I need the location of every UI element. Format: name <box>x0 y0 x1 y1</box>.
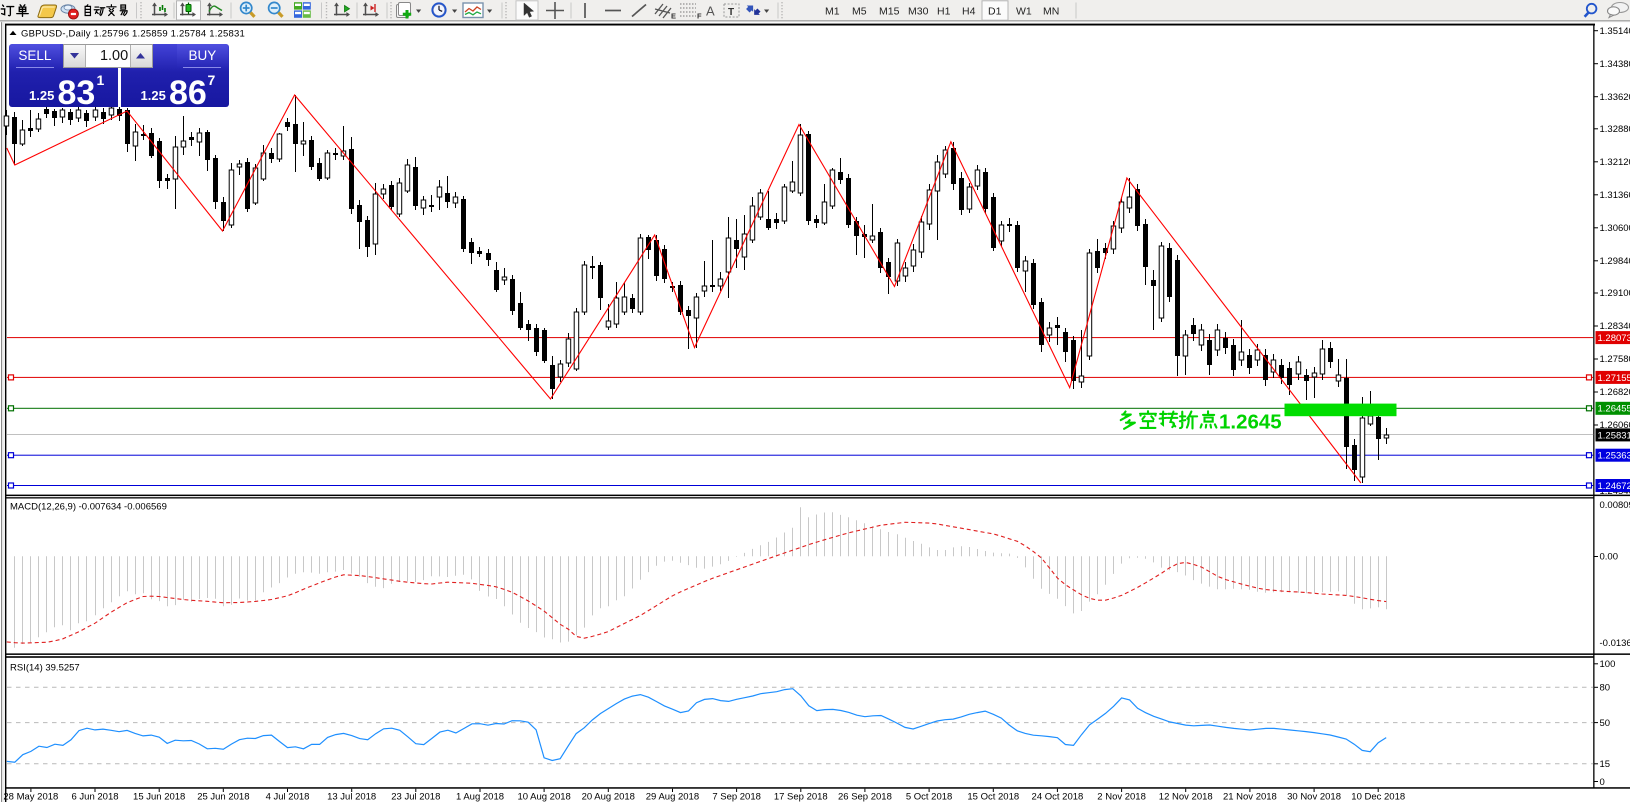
svg-text:M15: M15 <box>879 6 900 18</box>
svg-text:15: 15 <box>1600 759 1611 770</box>
svg-text:1.26455: 1.26455 <box>1598 404 1630 415</box>
svg-text:W1: W1 <box>1016 6 1032 18</box>
svg-text:15 Oct 2018: 15 Oct 2018 <box>967 792 1019 802</box>
svg-text:12 Nov 2018: 12 Nov 2018 <box>1159 792 1213 802</box>
svg-text:1.2645: 1.2645 <box>1219 410 1282 433</box>
svg-text:M5: M5 <box>852 6 867 18</box>
svg-text:100: 100 <box>1600 659 1616 670</box>
svg-text:1.31360: 1.31360 <box>1600 190 1630 201</box>
svg-text:13 Jul 2018: 13 Jul 2018 <box>327 792 376 802</box>
svg-text:MACD(12,26,9) -0.007634 -0.006: MACD(12,26,9) -0.007634 -0.006569 <box>10 502 167 513</box>
svg-text:50: 50 <box>1600 718 1611 729</box>
svg-text:1 Aug 2018: 1 Aug 2018 <box>456 792 504 802</box>
svg-text:0.00809: 0.00809 <box>1600 500 1630 511</box>
svg-text:A: A <box>706 4 715 19</box>
svg-text:F: F <box>697 12 702 21</box>
svg-text:H4: H4 <box>962 6 976 18</box>
svg-text:M30: M30 <box>908 6 929 18</box>
svg-text:6 Jun 2018: 6 Jun 2018 <box>72 792 119 802</box>
svg-text:4 Jul 2018: 4 Jul 2018 <box>266 792 310 802</box>
svg-text:1.32880: 1.32880 <box>1600 124 1630 135</box>
svg-text:5 Oct 2018: 5 Oct 2018 <box>906 792 952 802</box>
svg-text:30 Nov 2018: 30 Nov 2018 <box>1287 792 1341 802</box>
svg-text:D1: D1 <box>988 6 1002 18</box>
svg-text:26 Sep 2018: 26 Sep 2018 <box>838 792 892 802</box>
svg-text:1.29840: 1.29840 <box>1600 256 1630 267</box>
svg-text:1.25363: 1.25363 <box>1598 451 1630 462</box>
svg-text:29 Aug 2018: 29 Aug 2018 <box>646 792 699 802</box>
svg-text:1.30600: 1.30600 <box>1600 223 1630 234</box>
svg-text:10 Dec 2018: 10 Dec 2018 <box>1351 792 1405 802</box>
svg-text:1.34380: 1.34380 <box>1600 59 1630 70</box>
svg-text:24 Oct 2018: 24 Oct 2018 <box>1032 792 1084 802</box>
svg-text:10 Aug 2018: 10 Aug 2018 <box>517 792 570 802</box>
svg-text:1.32120: 1.32120 <box>1600 157 1630 168</box>
svg-text:GBPUSD-,Daily 1.25796 1.25859: GBPUSD-,Daily 1.25796 1.25859 1.25784 1.… <box>21 28 245 39</box>
svg-text:1.28073: 1.28073 <box>1598 333 1630 344</box>
svg-text:80: 80 <box>1600 683 1611 694</box>
svg-text:25 Jun 2018: 25 Jun 2018 <box>197 792 249 802</box>
svg-text:1.26060: 1.26060 <box>1600 420 1630 431</box>
svg-text:23 Jul 2018: 23 Jul 2018 <box>391 792 440 802</box>
svg-text:1.35140: 1.35140 <box>1600 26 1630 37</box>
svg-text:M1: M1 <box>825 6 840 18</box>
svg-text:1.27580: 1.27580 <box>1600 354 1630 365</box>
svg-text:E: E <box>671 12 676 21</box>
svg-text:1.26820: 1.26820 <box>1600 387 1630 398</box>
svg-text:1.33620: 1.33620 <box>1600 92 1630 103</box>
svg-text:2 Nov 2018: 2 Nov 2018 <box>1097 792 1146 802</box>
svg-text:1.27155: 1.27155 <box>1598 373 1630 384</box>
svg-text:1.28340: 1.28340 <box>1600 321 1630 332</box>
svg-text:15 Jun 2018: 15 Jun 2018 <box>133 792 185 802</box>
svg-text:1.24672: 1.24672 <box>1598 481 1630 492</box>
svg-text:7 Sep 2018: 7 Sep 2018 <box>712 792 761 802</box>
svg-text:RSI(14) 39.5257: RSI(14) 39.5257 <box>10 662 80 673</box>
svg-text:T: T <box>728 7 734 18</box>
svg-text:H1: H1 <box>937 6 951 18</box>
svg-text:0.00: 0.00 <box>1600 552 1619 563</box>
svg-text:-0.01369: -0.01369 <box>1600 638 1630 649</box>
svg-text:1.25831: 1.25831 <box>1598 430 1630 441</box>
svg-text:28 May 2018: 28 May 2018 <box>3 792 58 802</box>
svg-text:MN: MN <box>1043 6 1059 18</box>
svg-text:21 Nov 2018: 21 Nov 2018 <box>1223 792 1277 802</box>
svg-text:20 Aug 2018: 20 Aug 2018 <box>582 792 635 802</box>
svg-text:1.29100: 1.29100 <box>1600 288 1630 299</box>
svg-text:0: 0 <box>1600 777 1605 788</box>
svg-text:17 Sep 2018: 17 Sep 2018 <box>774 792 828 802</box>
